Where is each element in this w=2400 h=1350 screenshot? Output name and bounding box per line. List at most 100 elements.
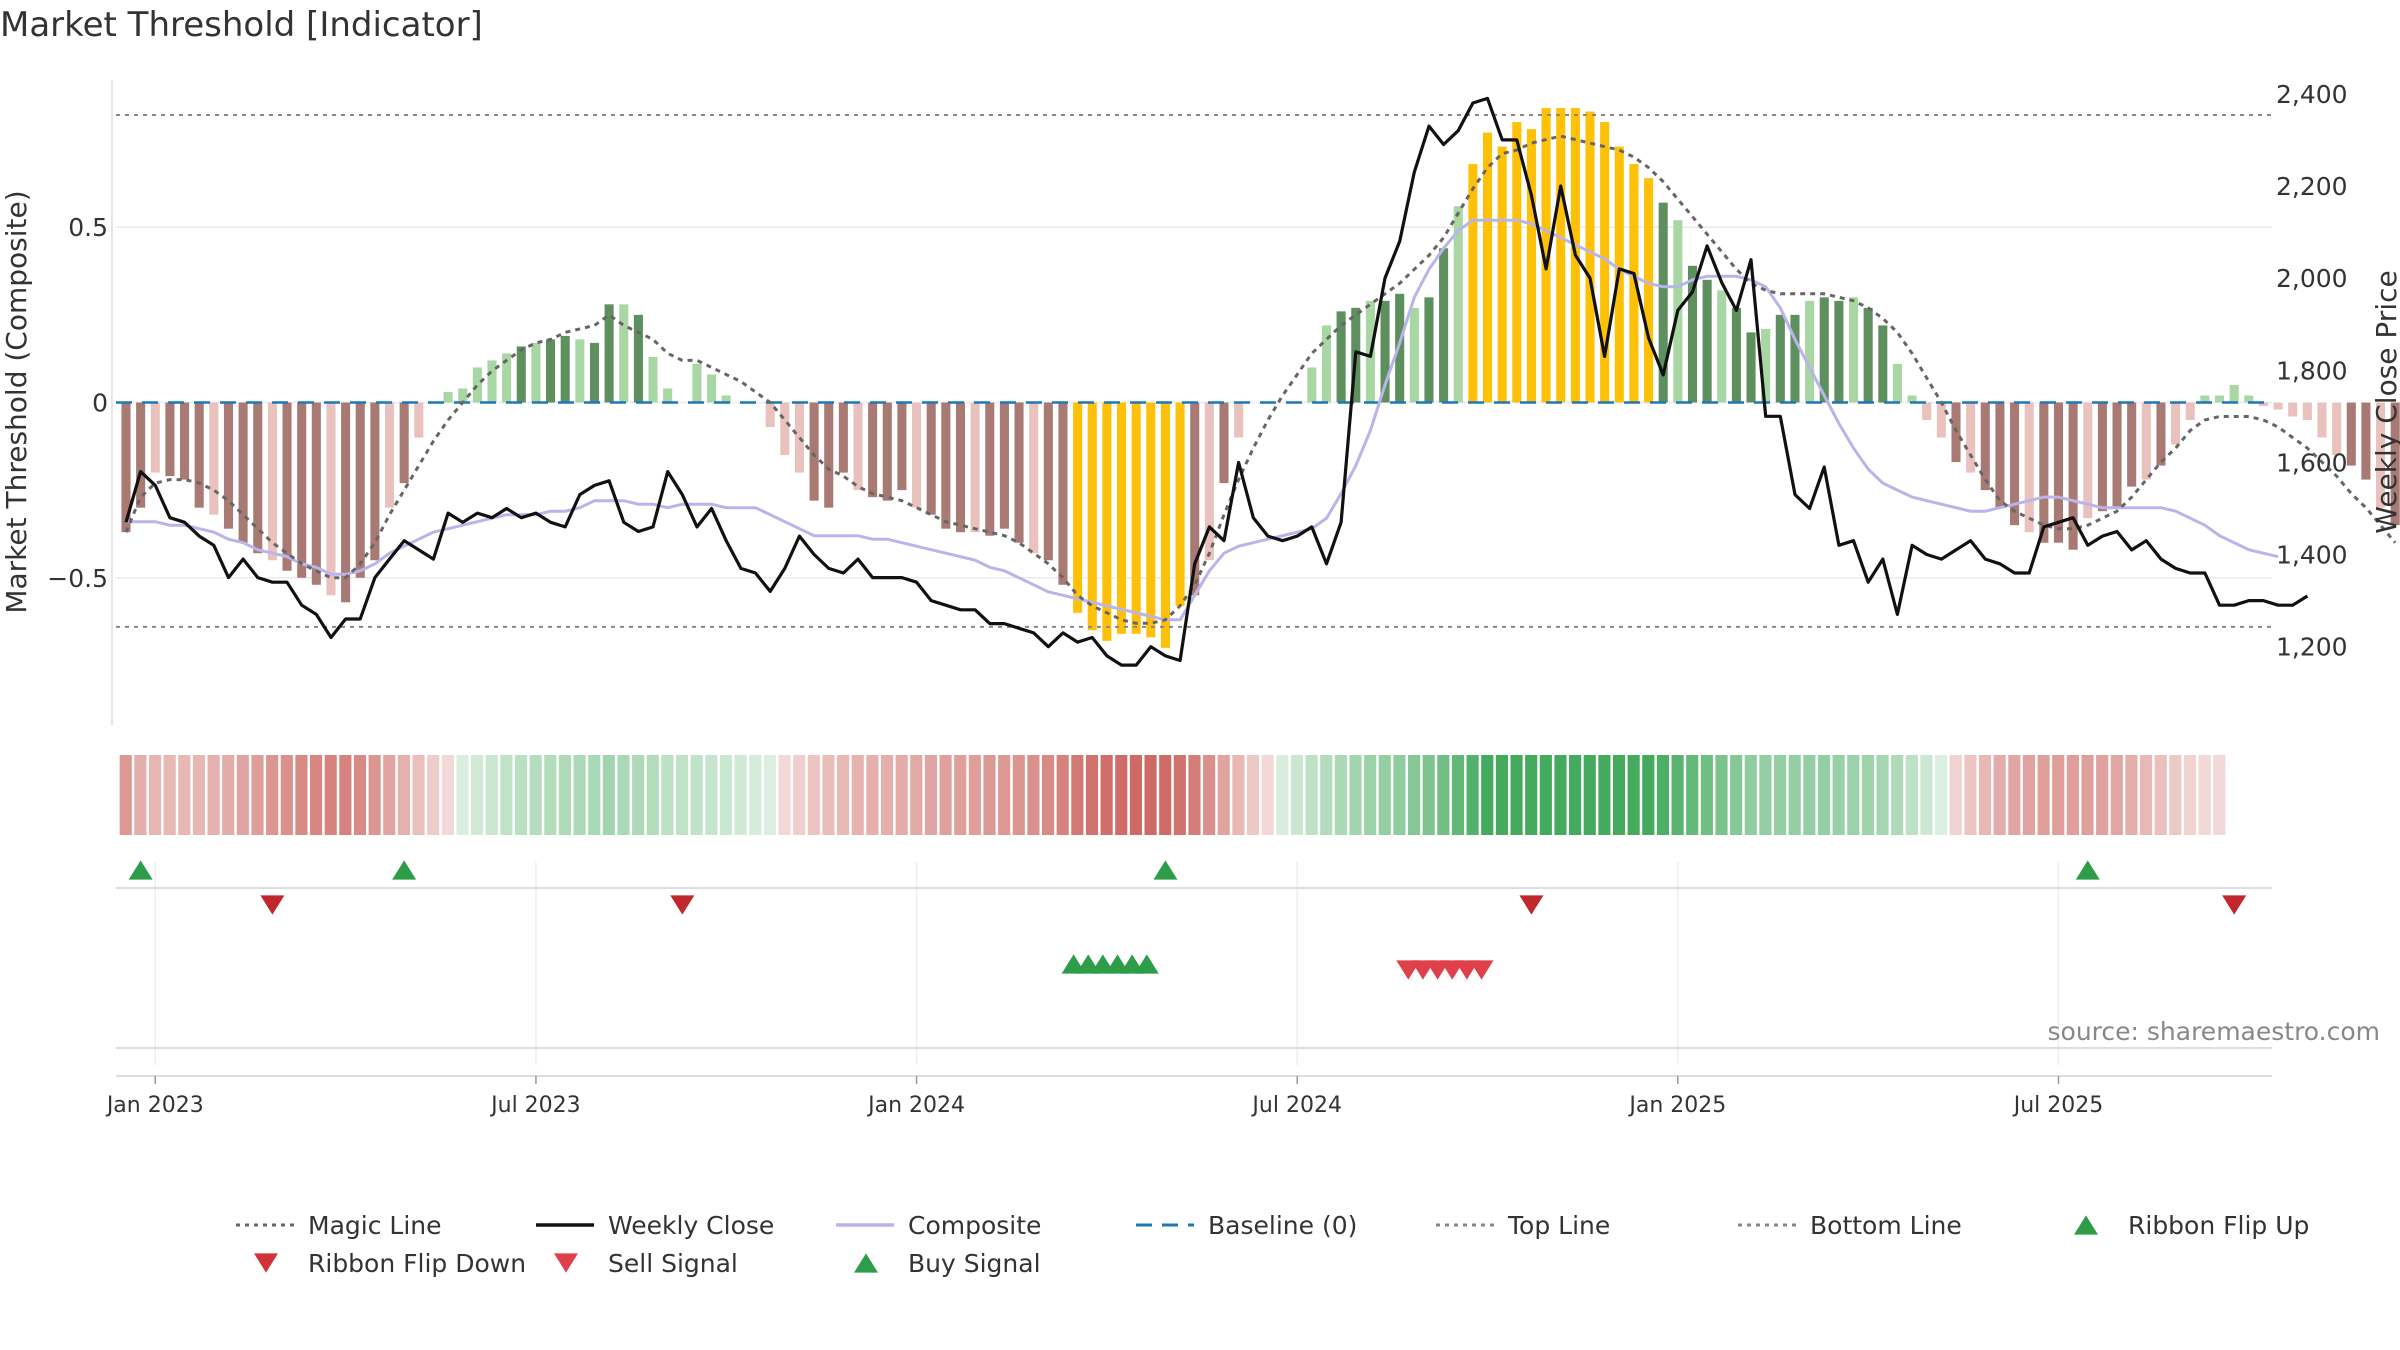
composite-bar <box>868 402 878 498</box>
composite-bar <box>721 395 731 403</box>
ribbon-cell <box>1173 755 1186 835</box>
composite-bar <box>531 342 541 403</box>
composite-bar <box>1497 146 1507 403</box>
composite-bar <box>1717 290 1727 403</box>
source-label: source: sharemaestro.com <box>2048 1017 2381 1046</box>
ribbon-cell <box>456 755 469 835</box>
legend-label: Weekly Close <box>608 1211 774 1240</box>
composite-bar <box>1234 402 1244 438</box>
ribbon-cell <box>310 755 323 835</box>
ribbon-cell <box>2125 755 2138 835</box>
ribbon-cell <box>1437 755 1450 835</box>
ribbon-cell <box>1803 755 1816 835</box>
x-tick-label: Jul 2025 <box>2012 1093 2104 1118</box>
ribbon-cell <box>324 755 337 835</box>
composite-bar <box>311 402 321 585</box>
buy-signal-marker <box>1134 954 1159 974</box>
ribbon-cell <box>734 755 747 835</box>
composite-bar <box>2332 402 2342 456</box>
ribbon-cell <box>1759 755 1772 835</box>
ribbon-cell <box>251 755 264 835</box>
magic-line <box>124 134 2397 625</box>
composite-bar <box>1878 325 1888 403</box>
x-tick-label: Jan 2023 <box>105 1093 204 1118</box>
ribbon-flip-down-marker <box>260 895 285 915</box>
composite-bar <box>2244 395 2254 403</box>
ribbon-cell <box>485 755 498 835</box>
composite-bar <box>414 402 424 438</box>
composite-bar <box>1190 402 1200 596</box>
ribbon-cell <box>1949 755 1962 835</box>
ribbon-cell <box>749 755 762 835</box>
ribbon-cell <box>514 755 528 835</box>
ribbon-cell <box>983 755 996 835</box>
ribbon-cell <box>2110 755 2123 835</box>
ribbon-cell <box>119 755 132 835</box>
composite-bar <box>1146 402 1156 638</box>
composite-bar <box>853 402 863 491</box>
ribbon-cell <box>910 755 923 835</box>
y-right-tick-label: 1,800 <box>2276 356 2348 385</box>
composite-bar <box>1160 402 1170 648</box>
ribbon-cell <box>1715 755 1728 835</box>
composite-bar <box>502 353 512 403</box>
legend-label: Magic Line <box>308 1211 442 1240</box>
composite-bar <box>2171 402 2181 445</box>
y-right-axis-label: Weekly Close Price <box>2370 270 2400 533</box>
legend-label: Sell Signal <box>608 1249 738 1278</box>
ribbon-cell <box>1276 755 1289 835</box>
composite-bar <box>2127 402 2137 487</box>
ribbon-cell <box>295 755 308 835</box>
composite-bar <box>589 342 600 403</box>
composite-bar <box>2200 395 2210 403</box>
ribbon-cell <box>1920 755 1933 835</box>
composite-bar <box>297 402 307 578</box>
composite-bar <box>824 402 834 508</box>
composite-bar <box>2097 402 2107 512</box>
composite-bar <box>1863 307 1873 403</box>
composite-bar <box>253 402 263 554</box>
legend-label: Buy Signal <box>908 1249 1041 1278</box>
ribbon-cell <box>163 755 176 835</box>
ribbon-cell <box>1730 755 1743 835</box>
composite-bar <box>1600 122 1610 403</box>
composite-bar <box>1307 367 1317 403</box>
composite-bar <box>1204 402 1214 561</box>
ribbon-cell <box>1525 755 1538 835</box>
composite-bar <box>1380 300 1390 403</box>
composite-bar <box>1746 332 1756 403</box>
composite-bar <box>1775 314 1785 403</box>
composite-bar <box>970 402 980 533</box>
composite-bar <box>1658 202 1668 403</box>
ribbon-cell <box>1993 755 2006 835</box>
ribbon-cell <box>1115 755 1128 835</box>
composite-bar <box>648 356 658 403</box>
ribbon-cell <box>2022 755 2036 835</box>
y-left-tick-label: 0 <box>92 389 108 418</box>
signals-panel <box>116 860 2272 1065</box>
ribbon-cell <box>690 755 703 835</box>
ribbon-cell <box>1144 755 1157 835</box>
composite-bar <box>1102 402 1112 641</box>
composite-bar <box>2141 402 2151 480</box>
ribbon-cell <box>148 755 162 835</box>
composite-bar <box>443 391 453 403</box>
composite-bar <box>838 402 848 473</box>
ribbon-cell <box>2037 755 2050 835</box>
composite-bar <box>897 402 907 491</box>
composite-bar <box>1526 129 1536 403</box>
composite-bar <box>604 304 614 403</box>
composite-bar <box>1512 122 1522 403</box>
composite-bar <box>2302 402 2312 421</box>
ribbon-cell <box>1788 755 1801 835</box>
composite-bar <box>2376 402 2386 508</box>
ribbon-cell <box>617 755 630 835</box>
ribbon-cell <box>1539 755 1552 835</box>
ribbon-cell <box>851 755 864 835</box>
ribbon-cell <box>207 755 220 835</box>
ribbon-cell <box>2140 755 2153 835</box>
ribbon-cell <box>1876 755 1889 835</box>
composite-bar <box>1922 402 1932 421</box>
composite-bar <box>882 402 892 501</box>
ribbon-cell <box>1686 755 1699 835</box>
